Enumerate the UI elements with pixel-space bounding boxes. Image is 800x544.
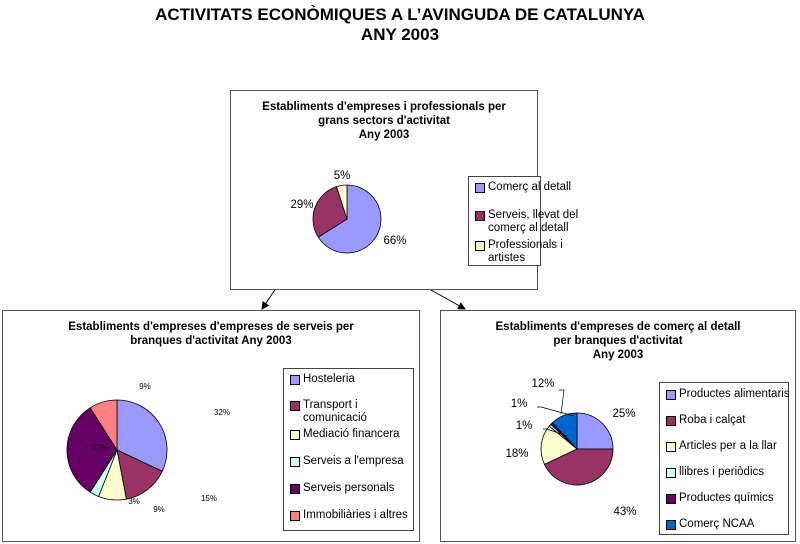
pie-slice — [116, 399, 168, 472]
legend-swatch — [475, 241, 485, 251]
legend-label: Serveis a l'empresa — [303, 455, 404, 468]
data-label: 32% — [92, 443, 108, 452]
legend-label: Articles per a la llar — [679, 440, 777, 453]
data-label: 15% — [201, 494, 217, 503]
legend-label: Transport i comunicació — [303, 399, 367, 425]
pie-slice — [312, 186, 348, 238]
legend-swatch — [290, 484, 300, 494]
pie-slice — [540, 425, 578, 465]
legend-label: Mediació financera — [303, 428, 400, 441]
data-label: 29% — [290, 199, 313, 211]
title-line: grans sectors d'activitat — [318, 115, 450, 127]
legend-swatch — [475, 183, 485, 193]
legend-label-line: comunicació — [303, 412, 367, 424]
chart-panel-services: Establiments d'empreses d'empreses de se… — [2, 310, 420, 542]
legend-label-line: Serveis personals — [303, 482, 395, 494]
legend-label-line: Productes químics — [679, 492, 774, 504]
pie-slice — [543, 448, 614, 486]
chart-panel-retail: Establiments d'empreses de comerç al det… — [440, 310, 796, 542]
pie-slice — [335, 184, 348, 220]
legend-swatch — [666, 520, 676, 530]
leader-line — [537, 406, 575, 417]
legend-label: Productes alimentaris — [679, 388, 790, 401]
data-label: 12% — [531, 378, 554, 390]
pie-slice — [89, 399, 118, 452]
legend-swatch — [290, 430, 300, 440]
legend-label-line: Mediació financera — [303, 428, 400, 440]
legend-swatch — [666, 468, 676, 478]
chart-title-sectors: Establiments d'empreses i professionals … — [231, 100, 537, 142]
leader-line — [559, 389, 565, 415]
data-label: 1% — [511, 398, 528, 410]
legend-swatch — [475, 211, 485, 221]
legend-label: Serveis, llevat del comerç al detall — [488, 209, 578, 235]
title-line: Any 2003 — [358, 129, 410, 141]
pie-slice — [576, 412, 614, 450]
legend-label-line: Serveis, llevat del — [488, 209, 579, 221]
legend-retail: Productes alimentaris Roba i calçat Articl… — [659, 382, 790, 535]
data-label: 1% — [516, 420, 533, 432]
legend-swatch — [290, 401, 300, 411]
legend-sectors: Comerç al detall Serveis, llevat del comer… — [468, 176, 578, 266]
data-label: 9% — [153, 505, 165, 514]
main-title-line2: ANY 2003 — [360, 25, 440, 44]
chart-title-retail: Establiments d'empreses de comerç al det… — [441, 320, 795, 362]
legend-services: Hosteleria Transport i comunicació Mediació… — [283, 368, 414, 531]
legend-swatch — [666, 390, 676, 400]
legend-label: Comerç al detall — [488, 181, 571, 194]
pie-slice — [317, 184, 382, 254]
legend-label-line: Professionals i — [488, 239, 563, 251]
legend-label: Serveis personals — [303, 482, 394, 495]
legend-label: Comerç NCAA — [679, 518, 754, 531]
legend-swatch — [290, 375, 300, 385]
legend-label-line: Transport i — [303, 399, 358, 411]
title-line: Any 2003 — [592, 349, 644, 361]
legend-label: Hosteleria — [303, 373, 355, 386]
leader-line — [543, 428, 568, 437]
legend-label-line: Roba i calçat — [679, 414, 746, 426]
legend-label-line: Hosteleria — [303, 373, 355, 385]
legend-swatch — [666, 416, 676, 426]
chart-panel-sectors: Establiments d'empreses i professionals … — [230, 90, 578, 290]
main-title-line1: ACTIVITATS ECONÒMIQUES A L’AVINGUDA DE C… — [155, 5, 645, 24]
legend-label-line: artistes — [488, 252, 526, 264]
legend-swatch — [666, 442, 676, 452]
title-line: Establiments d'empreses de comerç al det… — [495, 321, 741, 333]
data-label: 25% — [612, 408, 635, 420]
data-label: 32% — [214, 408, 230, 417]
legend-label-line: comerç al detall — [488, 222, 569, 234]
chart-title-services: Establiments d'empreses d'empreses de se… — [3, 320, 419, 348]
title-line: Establiments d'empreses i professionals … — [262, 101, 506, 113]
title-line: Establiments d'empreses d'empreses de se… — [68, 321, 354, 333]
legend-label-line: Productes alimentaris — [679, 388, 790, 400]
pie-chart-services: 32% 15% 9% 3% 32% 9% — [66, 382, 230, 514]
title-line: per branques d'activitat — [553, 335, 683, 347]
legend-swatch — [290, 457, 300, 467]
data-label: 66% — [383, 235, 406, 247]
pie-chart-retail: 25%43%18%1%1%12% — [505, 378, 636, 518]
legend-label: Roba i calçat — [679, 414, 745, 427]
legend-swatch — [666, 494, 676, 504]
pie-slice — [66, 407, 118, 493]
legend-label-line: Serveis a l'empresa — [303, 455, 404, 467]
pie-slice — [551, 412, 578, 451]
data-label: 18% — [505, 448, 528, 460]
data-label: 9% — [139, 382, 151, 391]
legend-label-line: Comerç al detall — [488, 181, 572, 193]
data-label: 3% — [128, 497, 140, 506]
pie-chart-sectors: 66% 29% 5% — [290, 170, 407, 254]
legend-label: llibres i periòdics — [679, 466, 764, 479]
legend-swatch — [290, 511, 300, 521]
legend-label: Professionals i artistes — [488, 239, 563, 265]
legend-label-line: Articles per a la llar — [679, 440, 777, 452]
legend-label: Productes químics — [679, 492, 774, 505]
legend-label-line: llibres i periòdics — [679, 466, 765, 478]
legend-label-line: Comerç NCAA — [679, 518, 755, 530]
legend-label: Immobiliàries i altres — [303, 509, 408, 522]
data-label: 5% — [334, 170, 351, 182]
legend-label-line: Immobiliàries i altres — [303, 509, 408, 521]
title-line: branques d'activitat Any 2003 — [130, 335, 292, 347]
data-label: 43% — [613, 506, 636, 518]
